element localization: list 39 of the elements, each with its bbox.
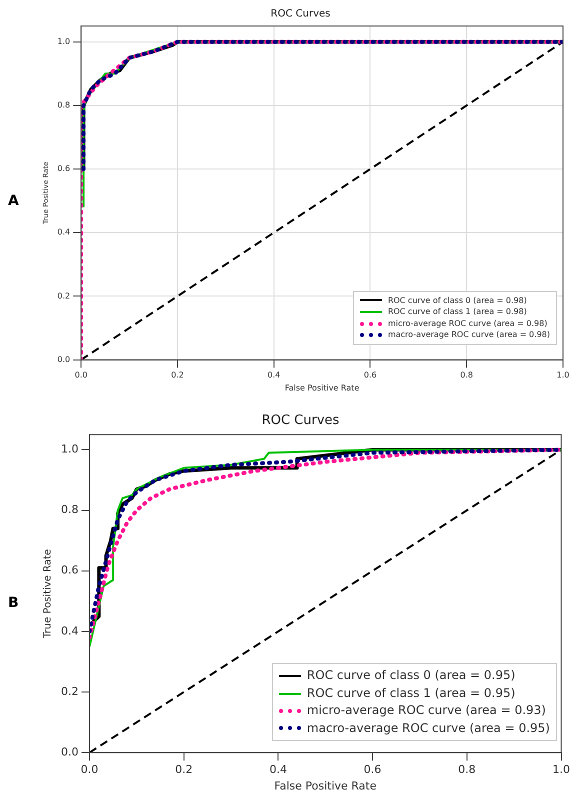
y-tick-label: 0.2 <box>60 684 78 698</box>
y-tick-label: 0.6 <box>57 164 70 174</box>
x-axis-title: False Positive Rate <box>274 779 377 792</box>
x-axis-title: False Positive Rate <box>284 383 360 392</box>
x-tick-label: 0.2 <box>171 370 184 380</box>
legend-label: ROC curve of class 1 (area = 0.98) <box>388 306 527 318</box>
y-tick-label: 0.4 <box>60 624 78 638</box>
text: B <box>8 595 20 611</box>
x-tick-label: 0.0 <box>74 370 88 380</box>
y-tick-label: 0.0 <box>60 745 78 758</box>
y-tick-label: 1.0 <box>57 36 70 46</box>
x-tick-label: 1.0 <box>556 370 570 380</box>
y-tick-label: 0.6 <box>60 564 78 577</box>
y-axis-title: True Positive Rate <box>42 549 54 640</box>
y-tick-label: 0.8 <box>60 503 78 516</box>
x-tick-label: 0.4 <box>269 763 287 776</box>
text: A <box>8 192 20 208</box>
x-tick-label: 0.2 <box>175 763 193 776</box>
x-tick-label: 0.8 <box>460 370 473 380</box>
x-tick-label: 0.6 <box>364 763 382 776</box>
legend-label: ROC curve of class 0 (area = 0.98) <box>388 294 527 306</box>
legend-label: ROC curve of class 0 (area = 0.95) <box>306 667 516 684</box>
y-tick-label: 0.2 <box>57 291 70 300</box>
legend-label: micro-average ROC curve (area = 0.98) <box>388 318 548 330</box>
chart-title: ROC Curves <box>262 413 340 428</box>
x-tick-label: 0.4 <box>268 370 280 380</box>
legend-label: macro-average ROC curve (area = 0.98) <box>388 329 550 341</box>
x-tick-label: 0.6 <box>364 370 377 380</box>
legend-label: micro-average ROC curve (area = 0.93) <box>306 702 546 720</box>
legend-label: macro-average ROC curve (area = 0.95) <box>306 720 550 737</box>
x-tick-label: 1.0 <box>552 763 570 776</box>
x-tick-label: 0.8 <box>458 763 476 776</box>
y-tick-label: 0.0 <box>57 354 70 364</box>
y-tick-label: 0.4 <box>57 228 70 237</box>
y-tick-label: 1.0 <box>60 442 78 456</box>
y-tick-label: 0.8 <box>57 100 70 110</box>
x-tick-label: 0.0 <box>80 763 98 776</box>
chart-title: ROC Curves <box>270 8 330 20</box>
legend-label: ROC curve of class 1 (area = 0.95) <box>306 684 516 702</box>
